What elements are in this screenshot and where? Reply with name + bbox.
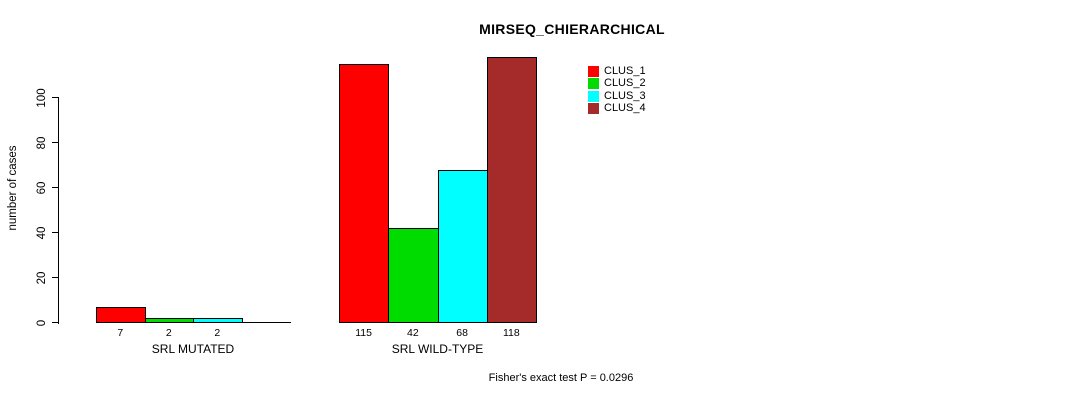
y-tick	[52, 277, 59, 278]
chart-title: MIRSEQ_CHIERARCHICAL	[479, 21, 665, 37]
y-tick-label: 100	[36, 87, 48, 108]
legend-swatch-CLUS_4	[588, 102, 599, 114]
group-label: SRL MUTATED	[151, 342, 235, 356]
legend-swatch-CLUS_2	[588, 78, 599, 90]
y-tick	[52, 322, 59, 323]
bar-CLUS_4	[486, 57, 537, 323]
bar-value-label: 2	[214, 327, 221, 339]
bar-value-label: 68	[456, 327, 468, 339]
legend-swatch-CLUS_3	[588, 90, 599, 102]
bar-value-label: 7	[117, 327, 124, 339]
footer-note: Fisher's exact test P = 0.0296	[488, 372, 634, 384]
y-tick	[52, 232, 59, 233]
y-tick	[52, 142, 59, 143]
group-label: SRL WILD-TYPE	[391, 342, 484, 356]
bar-CLUS_2	[144, 318, 194, 323]
y-tick	[52, 187, 59, 188]
legend-swatch-CLUS_1	[588, 66, 599, 77]
y-tick-label: 60	[36, 181, 48, 194]
legend-label-CLUS_4: CLUS_4	[604, 101, 646, 114]
y-tick-label: 80	[36, 136, 48, 149]
bar-CLUS_1	[339, 63, 390, 323]
y-tick-label: 0	[36, 319, 48, 326]
bar-value-label: 115	[355, 327, 372, 339]
bar-value-label: 2	[165, 327, 172, 339]
legend-label-CLUS_3: CLUS_3	[604, 89, 646, 102]
bar-value-label: 118	[503, 327, 520, 339]
bar-value-label: 42	[407, 327, 419, 339]
bar-CLUS_2	[388, 228, 439, 323]
y-tick-label: 40	[36, 226, 48, 239]
bar-CLUS_3	[193, 318, 243, 323]
legend-label-CLUS_2: CLUS_2	[604, 77, 646, 90]
bar-CLUS_4-zero	[241, 322, 291, 323]
y-axis-label: number of cases	[7, 145, 19, 231]
y-tick-label: 20	[36, 271, 48, 284]
bar-CLUS_3	[437, 169, 488, 323]
bar-CLUS_1	[96, 306, 146, 323]
legend-label-CLUS_1: CLUS_1	[604, 65, 646, 77]
y-tick	[52, 97, 59, 98]
y-axis-line	[58, 98, 59, 324]
